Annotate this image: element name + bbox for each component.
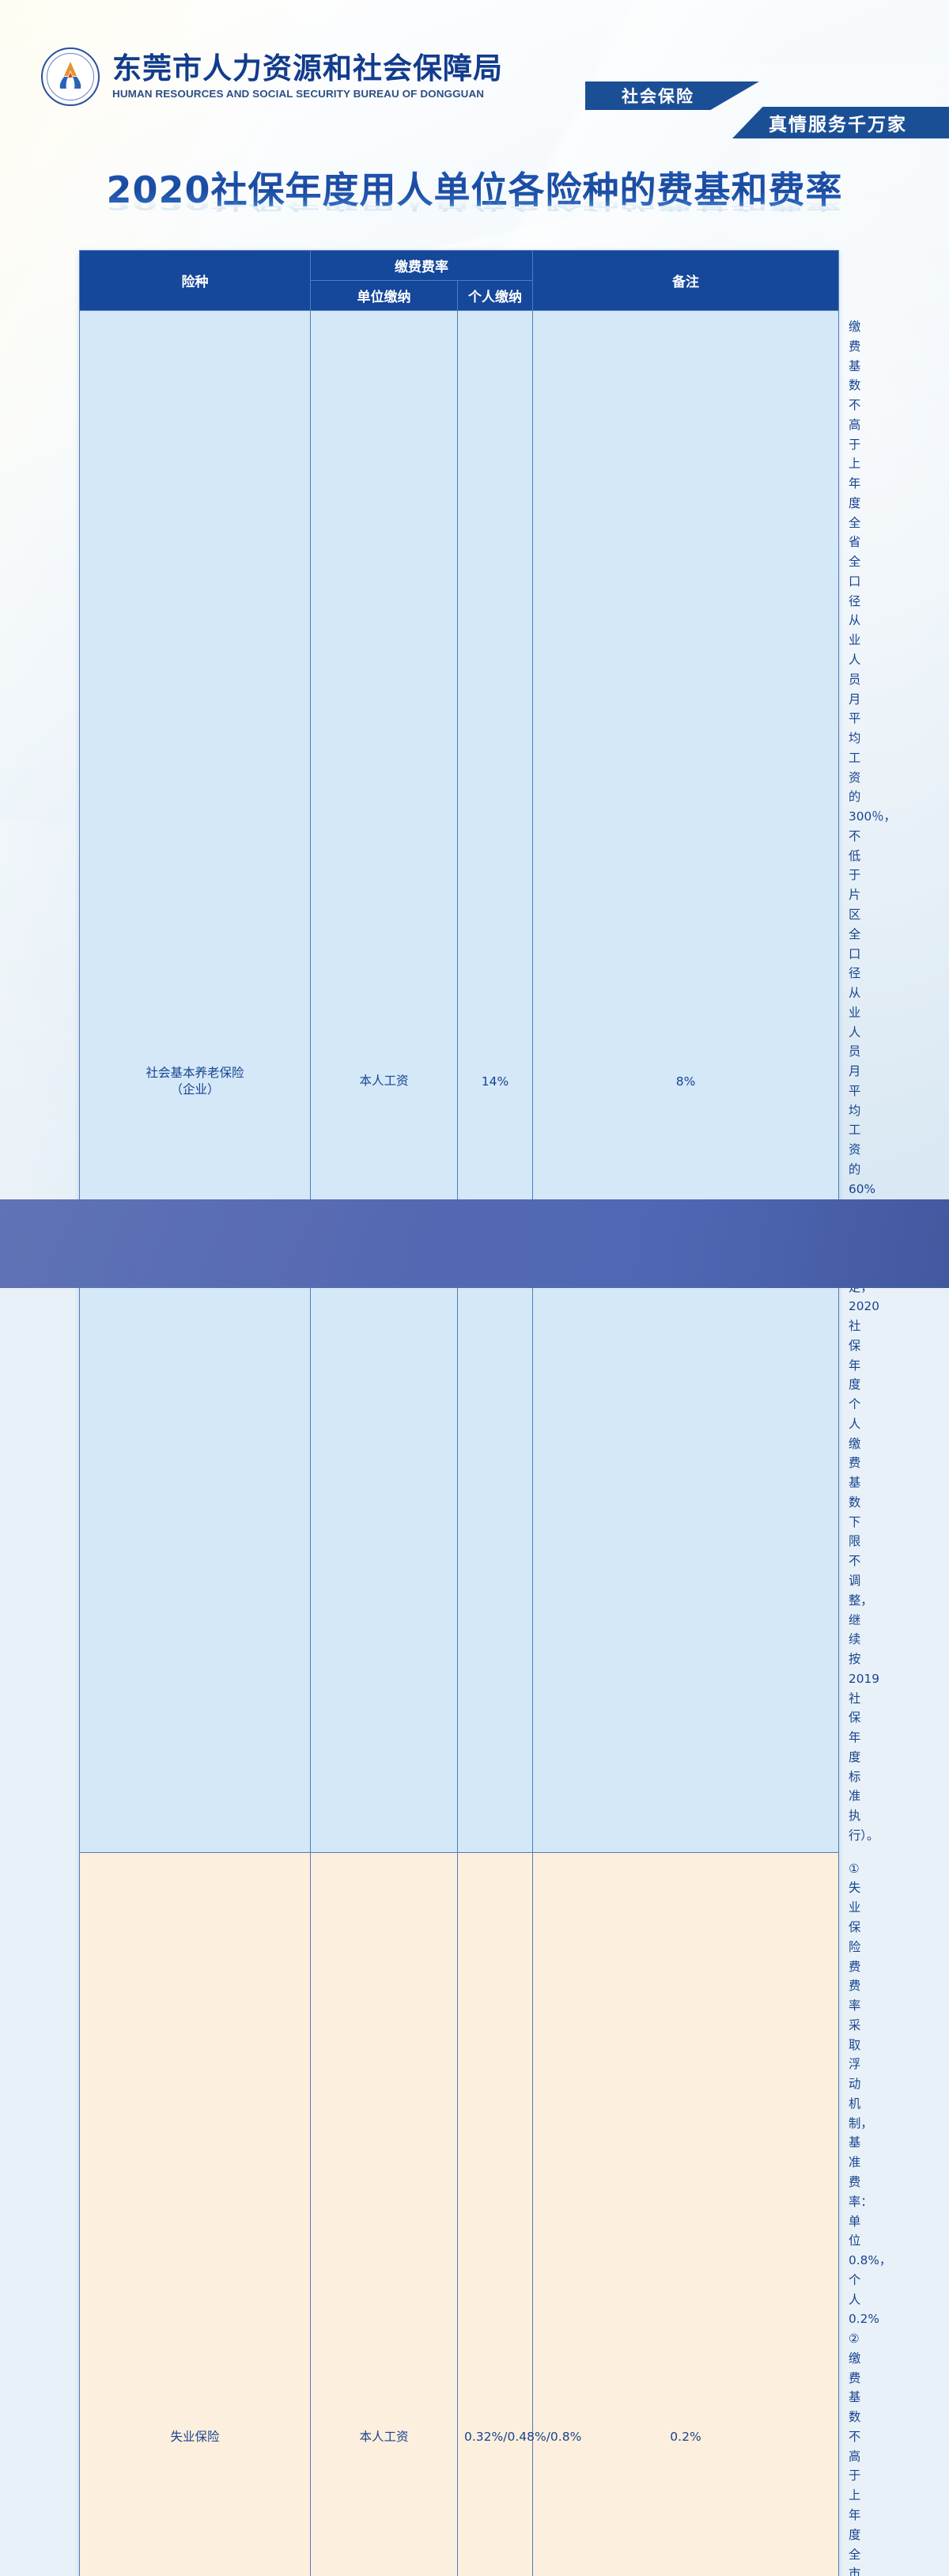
cell-employer-rate: 0.32%/0.48%/0.8% <box>458 1852 533 2576</box>
cell-insurance-name: 社会基本养老保险（企业） <box>80 311 311 1853</box>
cell-employee-rate: 8% <box>533 311 839 1853</box>
badge-slogan: 真情服务千万家 <box>732 107 949 138</box>
th-employer: 单位缴纳 <box>311 281 458 311</box>
slogan-badge: 社会保险 真情服务千万家 <box>577 81 949 138</box>
bureau-seal-icon <box>41 47 100 106</box>
content-tables: 险种 缴费基数 缴费费率 备注 单位缴纳 个人缴纳 社会基本养老保险（企业）本人… <box>79 250 838 2576</box>
cell-employee-rate: 0.2% <box>533 1852 839 2576</box>
org-name-cn: 东莞市人力资源和社会保障局 <box>112 54 503 85</box>
th-rate-group: 缴费费率 <box>311 251 533 281</box>
cell-base: 本人工资 <box>311 311 458 1853</box>
rate-table: 险种 缴费基数 缴费费率 备注 单位缴纳 个人缴纳 社会基本养老保险（企业）本人… <box>79 250 839 2576</box>
footer-band <box>0 1199 949 1288</box>
seal-emblem-icon <box>54 60 87 92</box>
cell-employer-rate: 14% <box>458 311 533 1853</box>
cell-insurance-name: 失业保险 <box>80 1852 311 2576</box>
cell-base: 本人工资 <box>311 1852 458 2576</box>
th-employee: 个人缴纳 <box>458 281 533 311</box>
org-name-en: HUMAN RESOURCES AND SOCIAL SECURITY BURE… <box>112 88 511 100</box>
page-header: 东莞市人力资源和社会保障局 HUMAN RESOURCES AND SOCIAL… <box>0 0 949 158</box>
th-remark: 备注 <box>533 251 839 311</box>
page-title-reflection: 2020社保年度用人单位各险种的费基和费率 <box>0 195 949 212</box>
rate-table-head: 险种 缴费基数 缴费费率 备注 单位缴纳 个人缴纳 <box>80 251 839 311</box>
rate-table-row: 社会基本养老保险（企业）本人工资14%8%缴费基数不高于上年度全省全口径从业人员… <box>80 311 839 1853</box>
badge-social-insurance: 社会保险 <box>585 81 759 110</box>
organization-logo-block: 东莞市人力资源和社会保障局 HUMAN RESOURCES AND SOCIAL… <box>41 47 503 106</box>
rate-table-body: 社会基本养老保险（企业）本人工资14%8%缴费基数不高于上年度全省全口径从业人员… <box>80 311 839 2576</box>
page-title-block: 2020社保年度用人单位各险种的费基和费率 2020社保年度用人单位各险种的费基… <box>0 171 949 251</box>
th-insurance-type: 险种 <box>80 251 311 311</box>
